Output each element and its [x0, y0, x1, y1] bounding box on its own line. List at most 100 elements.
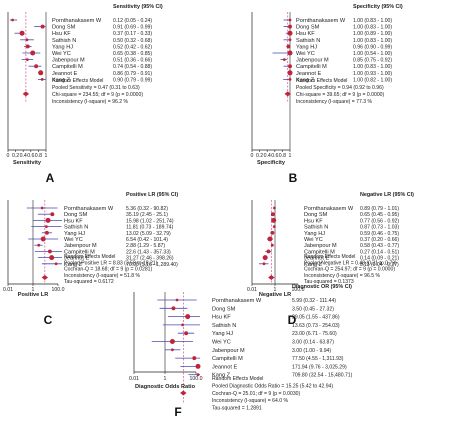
point-estimate-marker	[287, 70, 293, 76]
study-label: Yang HJ	[64, 231, 85, 237]
summary-line: Pooled Specificity = 0.94 (0.92 to 0.96)	[296, 85, 384, 91]
summary-line: Random Effects Model	[64, 254, 115, 260]
study-ci-value: 0.77 (0.56 - 0.92)	[360, 218, 399, 224]
study-ci-value: 0.65 (0.38 - 0.85)	[113, 51, 152, 57]
x-tick-label: 0.6	[271, 153, 278, 159]
study-label: Jabenpour M	[296, 58, 329, 64]
study-ci-value: 0.11 (0.04 - 0.27)	[360, 262, 399, 268]
summary-line: Pooled Diagnostic Odds Ratio = 15.25 (5.…	[212, 383, 333, 389]
point-estimate-marker	[266, 249, 271, 254]
study-label: Hsu KF	[212, 315, 231, 321]
forest-panel-d: Negative LR (95% CI) Pornthanakasem W 0.89…	[247, 192, 414, 327]
study-label: Jeannot E	[52, 71, 77, 77]
study-ci-value: 31.27 (2.46 - 398.26)	[126, 256, 174, 262]
study-ci-value: 1.00 (0.83 - 1.00)	[353, 25, 392, 31]
study-ci-value: 0.86 (0.79 - 0.91)	[113, 71, 152, 77]
study-label: Campitelli M	[212, 356, 243, 362]
study-ci-value: 0.87 (0.73 - 1.03)	[360, 225, 399, 231]
point-estimate-marker	[38, 70, 44, 76]
study-label: Jeannot E	[212, 364, 237, 370]
study-ci-value: 0.65 (0.45 - 0.95)	[360, 212, 399, 218]
x-axis-label: Specificity	[257, 160, 286, 166]
point-estimate-marker	[25, 44, 30, 49]
study-label: Hsu KF	[296, 31, 315, 37]
panel-label: B	[289, 171, 298, 185]
point-estimate-marker	[270, 243, 274, 247]
study-label: Jabenpour M	[64, 243, 97, 249]
study-label: Sathish N	[296, 38, 320, 44]
summary-line: Inconsistency (I-square) = 96.2 %	[52, 99, 128, 105]
forest-panel-f: Diagnostic OR (95% CI) Pornthanakasem W 5.…	[129, 284, 353, 419]
point-estimate-marker	[175, 298, 179, 302]
study-ci-value: 0.37 (0.20 - 0.66)	[360, 237, 399, 243]
summary-line: Tau-squared = 0.6172	[64, 279, 114, 285]
study-ci-value: 709.80 (32.54 - 15,480.71)	[292, 373, 353, 379]
forest-panel-c: Positive LR (95% CI) Pornthanakasem W 5.36…	[3, 192, 178, 327]
summary-line: Random Effects Model	[296, 78, 347, 84]
point-estimate-marker	[273, 206, 276, 210]
study-label: Sathish N	[64, 225, 88, 231]
summary-line: Random Effects Model	[304, 254, 355, 260]
point-estimate-marker	[192, 356, 197, 361]
point-estimate-marker	[40, 206, 44, 210]
study-ci-value: 11.81 (0.73 - 189.74)	[126, 225, 174, 231]
point-estimate-marker	[34, 64, 39, 69]
study-ci-value: 0.96 (0.90 - 0.99)	[353, 44, 392, 50]
study-ci-value: 0.51 (0.36 - 0.66)	[113, 58, 152, 64]
study-label: Jabenpour M	[304, 243, 337, 249]
x-tick-label: 0	[7, 153, 10, 159]
study-ci-value: 5.36 (0.32 - 90.82)	[126, 206, 168, 212]
point-estimate-marker	[181, 323, 184, 327]
study-label: Jabenpour M	[52, 58, 85, 64]
summary-line: Chi-square = 234.55; df = 9 (p = 0.0000)	[52, 92, 143, 98]
x-tick-label: 0	[251, 153, 254, 159]
x-axis-label: Positive LR	[18, 292, 48, 298]
panel-label: C	[44, 313, 53, 327]
forest-panel-b: Specificity (95% CI) Pornthanakasem W 1.00…	[251, 4, 403, 185]
summary-line: Pooled Sensitivity = 0.47 (0.31 to 0.63)	[52, 85, 140, 91]
point-estimate-marker	[11, 18, 14, 22]
study-ci-value: 0.74 (0.54 - 0.88)	[113, 64, 152, 70]
study-label: Pornthanakasem W	[304, 206, 354, 212]
study-ci-value: 13.02 (5.09 - 32.79)	[126, 231, 171, 237]
study-label: Kang Z	[212, 373, 231, 379]
x-tick-label: 0.6	[27, 153, 34, 159]
study-ci-value: 3.50 (0.45 - 27.32)	[292, 306, 334, 312]
x-tick-label: 100.0	[292, 287, 305, 293]
x-axis-label: Negative LR	[259, 292, 291, 298]
study-label: Yang HJ	[52, 44, 73, 50]
study-label: Yang HJ	[296, 44, 317, 50]
study-ci-value: 171.94 (9.76 - 3,025.29)	[292, 364, 347, 370]
study-label: Hsu KF	[304, 218, 323, 224]
study-label: Dong SM	[304, 212, 328, 218]
point-estimate-marker	[25, 58, 29, 61]
study-ci-value: 5.99 (0.32 - 111.44)	[292, 298, 336, 304]
study-ci-value: 0.12 (0.05 - 0.24)	[113, 18, 152, 24]
point-estimate-marker	[171, 306, 176, 311]
study-label: Wei YC	[52, 51, 71, 57]
study-ci-value: 77.50 (4.55 - 1,311.93)	[292, 356, 344, 362]
summary-line: Chi-square = 39.65; df = 9 (p = 0.0000)	[296, 92, 385, 98]
x-tick-label: 0.2	[12, 153, 19, 159]
study-label: Hsu KF	[52, 31, 71, 37]
point-estimate-marker	[54, 262, 58, 266]
study-label: Jeannot E	[296, 71, 321, 77]
study-label: Kang Z	[304, 262, 323, 268]
point-estimate-marker	[267, 236, 273, 242]
summary-line: Tau-squared = 1.2891	[212, 406, 262, 412]
summary-line: Cochran-Q = 254.97; df = 9 (p = 0.0000)	[304, 267, 395, 273]
summary-line: Inconsistency (I-square) = 64.0 %	[212, 398, 288, 404]
study-ci-value: 0.50 (0.32 - 0.68)	[113, 38, 152, 44]
panel-label: A	[46, 171, 55, 185]
study-label: Sathish N	[52, 38, 76, 44]
study-label: Wei YC	[296, 51, 315, 57]
study-label: Hsu KF	[64, 218, 83, 224]
summary-line: Random Effects Model	[212, 376, 263, 382]
study-ci-value: 22.6 (1.43 - 357.33)	[126, 249, 171, 255]
study-ci-value: 3.00 (1.00 - 9.94)	[292, 348, 331, 354]
study-ci-value: 0.14 (0.09 - 0.21)	[360, 256, 399, 262]
study-ci-value: 6.54 (0.42 - 101.4)	[126, 237, 168, 243]
study-ci-value: 23.00 (6.71 - 75.60)	[292, 331, 337, 337]
study-label: Wei YC	[64, 237, 83, 243]
